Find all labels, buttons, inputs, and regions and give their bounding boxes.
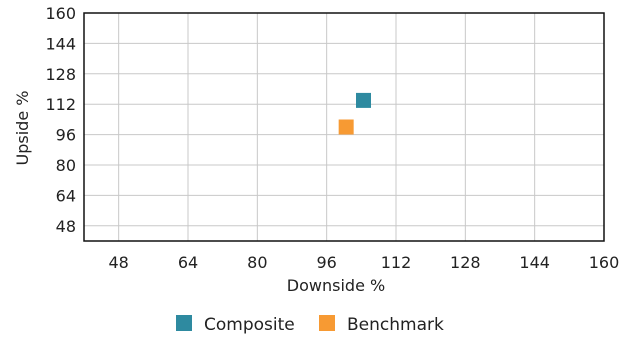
x-axis-title: Downside % xyxy=(287,276,385,295)
x-tick-label: 80 xyxy=(247,253,267,272)
x-tick-label: 160 xyxy=(589,253,620,272)
legend-label: Composite xyxy=(204,315,295,335)
y-tick-label: 48 xyxy=(56,217,76,236)
legend-swatch xyxy=(319,315,335,331)
legend-label: Benchmark xyxy=(347,315,444,335)
legend-item-composite[interactable]: Composite xyxy=(176,315,295,335)
grid-layer xyxy=(84,12,605,241)
y-tick-label: 144 xyxy=(45,34,76,53)
x-tick-label: 144 xyxy=(519,253,550,272)
legend-item-benchmark[interactable]: Benchmark xyxy=(319,315,444,335)
data-markers xyxy=(338,92,371,135)
x-tick-label: 48 xyxy=(108,253,128,272)
y-tick-label: 64 xyxy=(56,186,76,205)
marker-benchmark xyxy=(338,119,354,135)
x-tick-label: 64 xyxy=(178,253,198,272)
x-tick-label: 128 xyxy=(450,253,481,272)
legend-swatch xyxy=(176,315,192,331)
x-tick-label: 96 xyxy=(316,253,336,272)
tick-labels: 48 64 80 96 112 128 144 160 48 64 80 96 112 128 144 160 xyxy=(45,4,619,272)
x-tick-label: 112 xyxy=(381,253,412,272)
y-tick-label: 96 xyxy=(56,126,76,145)
y-axis-title: Upside % xyxy=(13,91,32,166)
plot-frame xyxy=(83,12,605,242)
legend: Composite Benchmark xyxy=(176,315,444,335)
marker-composite xyxy=(356,92,371,108)
y-tick-label: 80 xyxy=(56,156,76,175)
y-tick-label: 160 xyxy=(45,4,76,23)
y-tick-label: 112 xyxy=(45,95,76,114)
y-tick-label: 128 xyxy=(45,65,76,84)
